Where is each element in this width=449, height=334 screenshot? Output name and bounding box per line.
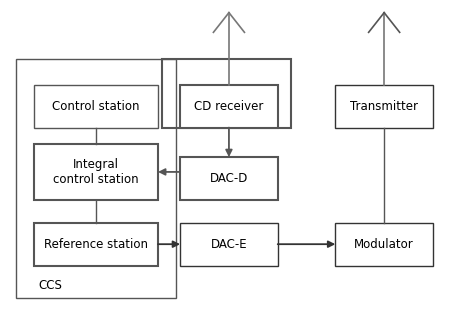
Bar bbox=[34, 144, 158, 200]
Text: Modulator: Modulator bbox=[354, 238, 414, 251]
Text: Control station: Control station bbox=[52, 100, 140, 113]
Bar bbox=[180, 85, 278, 128]
Bar bbox=[34, 85, 158, 128]
Text: Integral
control station: Integral control station bbox=[53, 158, 139, 186]
Text: DAC-D: DAC-D bbox=[210, 172, 248, 185]
Bar bbox=[34, 223, 158, 266]
Bar bbox=[16, 58, 176, 298]
Text: CCS: CCS bbox=[38, 279, 62, 292]
Bar bbox=[335, 223, 433, 266]
Bar bbox=[163, 58, 291, 128]
Text: Reference station: Reference station bbox=[44, 238, 148, 251]
Text: DAC-E: DAC-E bbox=[211, 238, 247, 251]
Text: CD receiver: CD receiver bbox=[194, 100, 264, 113]
Bar bbox=[180, 223, 278, 266]
Bar bbox=[335, 85, 433, 128]
Bar bbox=[180, 157, 278, 200]
Text: Transmitter: Transmitter bbox=[350, 100, 418, 113]
